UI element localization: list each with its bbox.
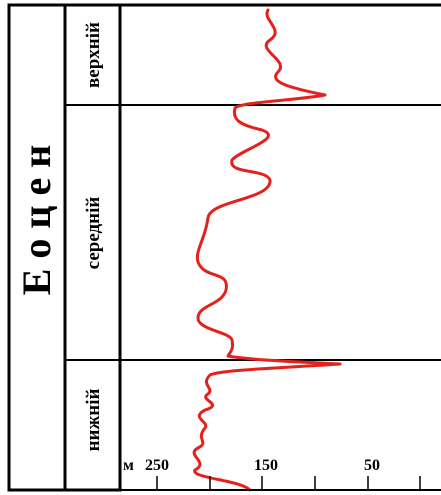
x-tick-label: 250	[145, 457, 169, 474]
axis-unit-label: м	[123, 457, 134, 474]
x-tick-label: 150	[254, 457, 278, 474]
x-tick-label: 50	[364, 457, 380, 474]
stage-label-lower: нижній	[83, 389, 104, 452]
stage-label-upper: верхній	[83, 22, 104, 88]
stage-column	[63, 3, 122, 492]
curve-line	[192, 8, 342, 492]
x-axis-ticks	[156, 476, 421, 490]
stage-label-middle: середній	[83, 197, 104, 270]
epoch-column	[7, 3, 67, 492]
epoch-label: Е о ц е н	[14, 145, 59, 296]
